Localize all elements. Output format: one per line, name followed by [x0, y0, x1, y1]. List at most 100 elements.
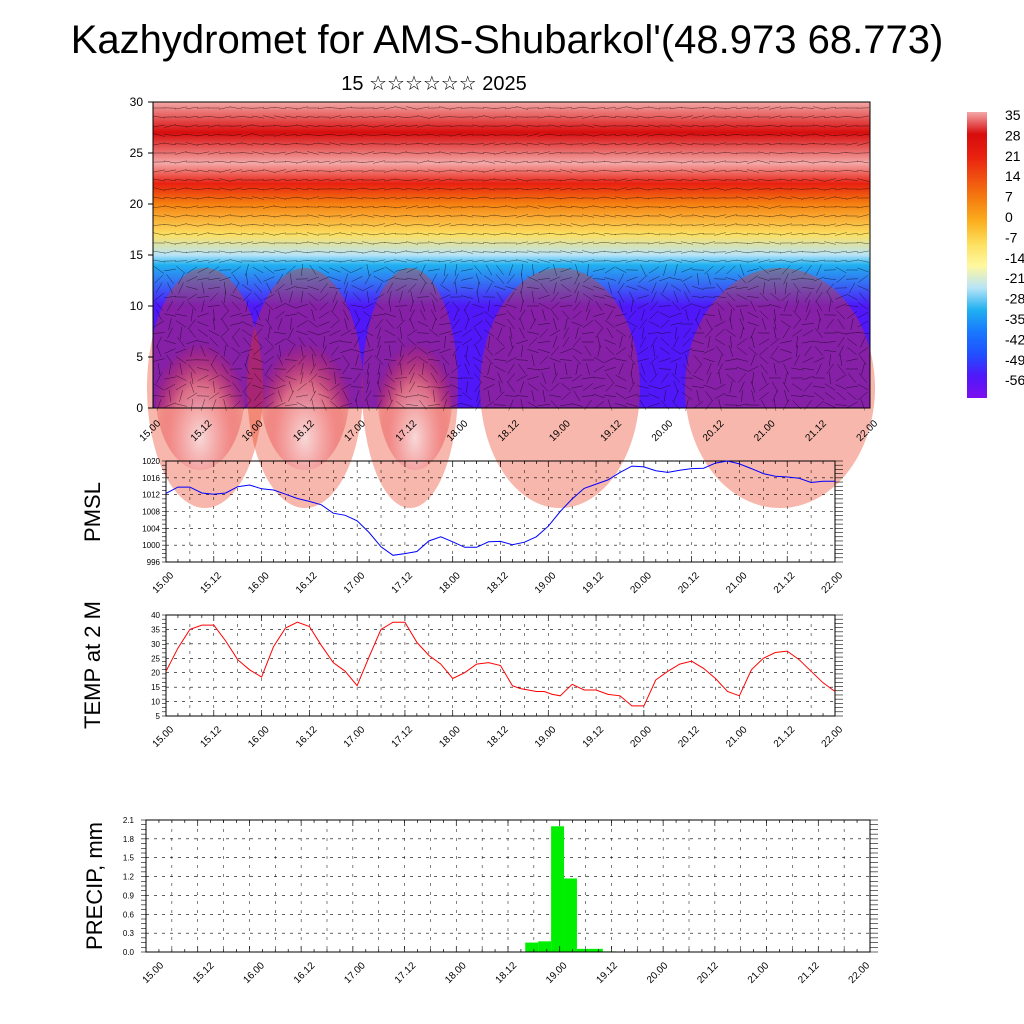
wind-barb [383, 152, 397, 154]
wind-barb [384, 196, 396, 200]
wind-barb [307, 286, 319, 290]
wind-barb [428, 241, 440, 245]
wind-barb [582, 293, 594, 301]
wind-barb [615, 242, 627, 244]
wind-barb [857, 133, 869, 137]
wind-barb [351, 331, 363, 335]
wind-barb [802, 206, 814, 208]
wind-barb [815, 291, 823, 303]
wind-barb [366, 363, 370, 375]
wind-barb [451, 364, 461, 374]
wind-barb [661, 373, 669, 383]
wind-barb [364, 273, 372, 285]
wind-barb [519, 318, 525, 330]
series-line [165, 460, 835, 556]
wind-barb [637, 133, 649, 137]
wind-barb [197, 178, 209, 182]
wind-barb [728, 345, 734, 357]
wind-barb [188, 328, 196, 338]
wind-barb [747, 125, 759, 127]
wind-barb [375, 319, 383, 329]
wind-barb [726, 292, 736, 302]
x-tick-label: 20.00 [650, 418, 676, 444]
wind-barb [825, 392, 835, 400]
wind-barb [362, 250, 374, 254]
wind-barb [208, 188, 220, 190]
wind-barb [383, 206, 397, 208]
wind-barb [796, 291, 798, 303]
wind-barb [647, 143, 661, 145]
wind-barb [715, 301, 725, 311]
wind-barb [377, 327, 381, 339]
wind-barb [494, 285, 506, 291]
wind-barb [604, 294, 616, 300]
wind-barb [835, 170, 847, 172]
wind-barb [285, 125, 297, 127]
wind-barb [571, 169, 583, 173]
wind-barb [829, 372, 831, 384]
x-tick-label: 20.00 [629, 570, 655, 596]
wind-barb [618, 363, 624, 375]
wind-barb [793, 283, 801, 293]
wind-barb [318, 393, 330, 399]
wind-barb [395, 250, 407, 254]
wind-barb [586, 300, 590, 312]
wind-barb [439, 170, 451, 172]
wind-barb [197, 223, 209, 227]
wind-barb [673, 390, 679, 402]
wind-barb [274, 151, 286, 155]
wind-barb [483, 206, 495, 208]
wind-barb [454, 264, 458, 276]
wind-barb [835, 250, 847, 254]
wind-barb [406, 233, 418, 235]
wind-barb [857, 285, 869, 291]
wind-barb [703, 314, 715, 316]
wind-barb [406, 188, 418, 190]
wind-barb [395, 142, 407, 146]
wind-barb [245, 300, 249, 312]
wind-barb [167, 282, 173, 294]
wind-barb [275, 284, 285, 292]
wind-barb [406, 106, 418, 110]
wind-barb [560, 169, 572, 173]
wind-barb [156, 309, 162, 321]
wind-barb [725, 115, 737, 119]
wind-barb [240, 107, 254, 109]
wind-barb [406, 259, 418, 263]
wind-barb [639, 319, 647, 329]
wind-barb [400, 363, 402, 375]
wind-barb [730, 308, 732, 322]
wind-barb [583, 383, 593, 391]
wind-barb [586, 363, 590, 375]
wind-barb [473, 265, 483, 275]
wind-barb [208, 392, 220, 400]
wind-barb [527, 276, 539, 282]
wind-barb [277, 318, 283, 330]
wind-barb [307, 134, 319, 136]
wind-barb [541, 372, 547, 384]
wind-barb [428, 178, 440, 182]
wind-barb [373, 106, 385, 110]
wind-barb [175, 160, 187, 164]
wind-barb [603, 125, 617, 127]
wind-barb [427, 125, 441, 127]
wind-barb [344, 318, 348, 330]
wind-barb [670, 124, 682, 128]
wind-barb [340, 266, 352, 274]
wind-barb [791, 170, 803, 172]
wind-barb [164, 196, 176, 200]
wind-barb [680, 107, 694, 109]
x-tick-label: 16.12 [294, 570, 320, 596]
wind-barb [406, 267, 418, 273]
wind-barb [450, 169, 462, 173]
wind-barb [582, 115, 594, 119]
wind-barb [242, 329, 252, 337]
wind-barb [593, 169, 605, 173]
wind-barb [681, 241, 693, 245]
wind-barb [648, 250, 660, 254]
wind-barb [695, 309, 701, 321]
wind-barb [494, 160, 506, 164]
wind-barb [717, 363, 723, 375]
wind-barb [375, 282, 383, 294]
wind-barb [329, 260, 341, 262]
